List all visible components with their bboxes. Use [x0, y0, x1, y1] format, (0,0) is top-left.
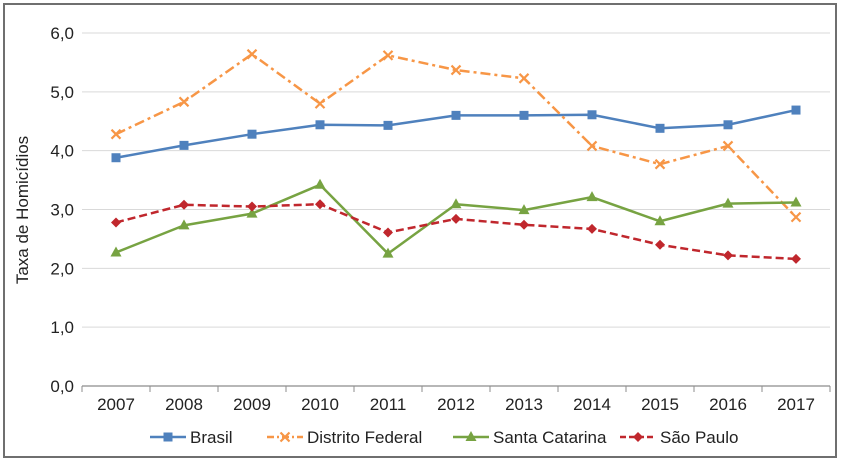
legend-label: São Paulo	[660, 428, 738, 447]
data-point	[247, 129, 257, 139]
data-point	[246, 207, 258, 218]
x-tick-label: 2008	[165, 395, 203, 414]
x-tick-labels: 2007 2008 2009 2010 2011 2012 2013 2014 2015 2016…	[97, 395, 815, 414]
data-point	[519, 110, 529, 120]
x-tick-label: 2016	[709, 395, 747, 414]
y-tick-label: 5,0	[50, 83, 74, 102]
data-point	[450, 64, 462, 76]
data-point	[246, 48, 258, 60]
data-point	[633, 432, 643, 442]
legend: Brasil Distrito Federal Santa Catarina São …	[150, 428, 738, 447]
data-point	[723, 250, 733, 261]
data-point	[655, 239, 665, 250]
data-point	[587, 223, 597, 234]
data-point	[586, 140, 598, 152]
data-point	[451, 110, 461, 120]
y-tick-label: 0,0	[50, 377, 74, 396]
legend-entry: Brasil	[150, 428, 233, 447]
data-point	[587, 110, 597, 120]
x-tick-label: 2011	[370, 395, 407, 414]
data-point	[722, 197, 734, 208]
data-point	[315, 120, 325, 130]
x-tick-label: 2013	[505, 395, 543, 414]
series-distrito-federal	[110, 48, 802, 223]
legend-label: Distrito Federal	[307, 428, 422, 447]
data-point	[791, 253, 801, 264]
data-point	[111, 217, 121, 228]
legend-label: Santa Catarina	[493, 428, 607, 447]
data-point	[723, 120, 733, 130]
data-point	[383, 120, 393, 130]
y-axis-label: Taxa de Homicídios	[13, 136, 32, 284]
data-point	[790, 211, 802, 223]
x-tick-label: 2014	[573, 395, 611, 414]
series-santa-catarina	[110, 178, 802, 258]
x-tick-label: 2012	[437, 395, 475, 414]
series-s-o-paulo	[111, 199, 801, 264]
legend-entry: Distrito Federal	[267, 428, 422, 447]
data-point	[519, 219, 529, 230]
data-point	[314, 98, 326, 109]
legend-label: Brasil	[190, 428, 233, 447]
data-point	[722, 140, 734, 152]
x-tick-label: 2009	[233, 395, 271, 414]
data-point	[655, 123, 665, 133]
data-point	[654, 215, 666, 226]
data-point	[382, 247, 394, 258]
y-tick-labels: 0,0 1,0 2,0 3,0 4,0 5,0 6,0	[50, 24, 74, 396]
legend-entry: São Paulo	[620, 428, 738, 447]
data-point	[586, 191, 598, 202]
data-point	[110, 246, 122, 257]
data-point	[791, 105, 801, 115]
series-brasil	[111, 105, 801, 163]
data-point	[247, 201, 257, 212]
data-point	[518, 204, 530, 215]
data-point	[382, 50, 394, 61]
data-point	[450, 198, 462, 209]
gridlines	[82, 32, 830, 328]
series-line	[115, 52, 797, 219]
data-point	[383, 227, 393, 238]
data-point	[178, 219, 190, 230]
x-tick-label: 2010	[301, 395, 339, 414]
x-tick-label: 2015	[641, 395, 679, 414]
legend-entry: Santa Catarina	[453, 428, 607, 447]
data-point	[315, 199, 325, 210]
data-point	[790, 196, 802, 207]
y-tick-label: 4,0	[50, 142, 74, 161]
x-tick-label: 2007	[97, 395, 135, 414]
data-point	[654, 158, 666, 170]
y-tick-label: 1,0	[50, 318, 74, 337]
data-point	[465, 431, 477, 441]
data-point	[314, 178, 326, 189]
data-point	[179, 140, 189, 150]
y-tick-label: 6,0	[50, 24, 74, 43]
data-point	[279, 431, 291, 443]
data-point	[111, 153, 121, 163]
y-tick-label: 2,0	[50, 259, 74, 278]
axes	[81, 385, 831, 392]
data-point	[179, 199, 189, 210]
data-point	[163, 432, 173, 442]
x-tick-label: 2017	[777, 395, 815, 414]
data-point	[518, 73, 530, 84]
data-point	[451, 213, 461, 224]
y-tick-label: 3,0	[50, 201, 74, 220]
data-point	[178, 96, 190, 108]
data-point	[110, 128, 122, 140]
series-group	[110, 48, 802, 264]
